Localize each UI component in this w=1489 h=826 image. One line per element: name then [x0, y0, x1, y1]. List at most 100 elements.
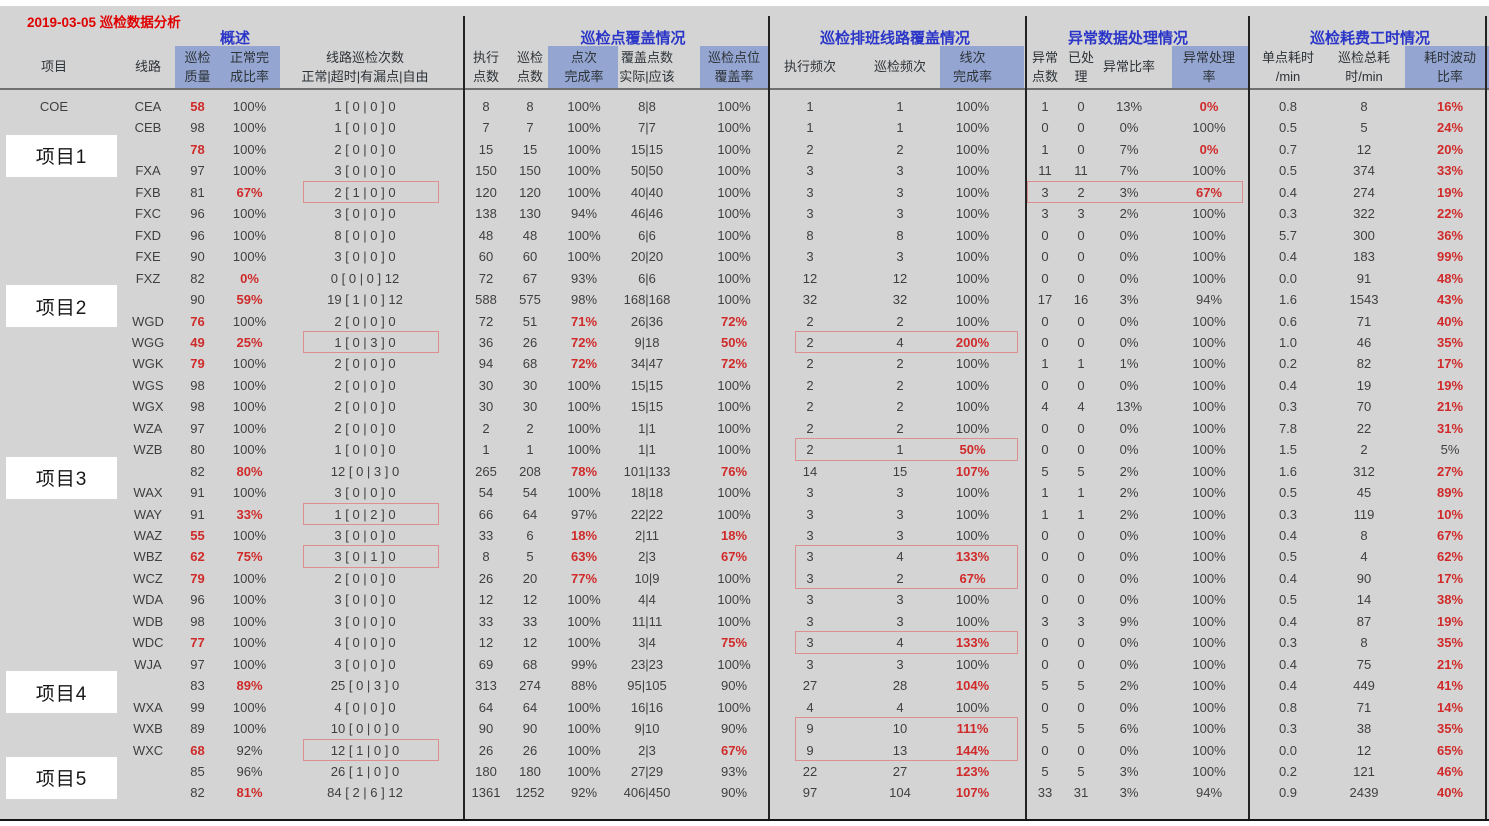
table-row: WDC 77 100% 4 [ 0 | 0 ] 0 12 12 100% 3|4 75% 3 4 13…	[0, 632, 1489, 653]
cell-normal-rate: 100%	[232, 570, 267, 586]
cell-line-rate: 100%	[955, 420, 990, 436]
cell-insp-freq: 3	[896, 485, 904, 501]
cell-total-time: 12	[1356, 141, 1372, 157]
cell-processed: 31	[1073, 785, 1089, 801]
cell-point-rate: 100%	[567, 163, 601, 179]
cell-line: WZA	[133, 420, 163, 436]
cell-line-rate: 100%	[955, 613, 990, 629]
cell-line: WDA	[132, 592, 164, 608]
cell-coverage-rate: 90%	[720, 721, 748, 737]
table-row: CEB 98 100% 1 [ 0 | 0 ] 0 7 7 100% 7|7 100% 1 1 100…	[0, 117, 1489, 138]
cell-line-rate: 100%	[955, 377, 990, 393]
cell-quality: 97	[190, 163, 205, 179]
cell-abnormal-ratio: 2%	[1119, 463, 1139, 479]
cell-abnormal-points: 0	[1041, 227, 1049, 243]
cell-quality: 97	[190, 656, 205, 672]
cell-exec-freq: 4	[806, 699, 814, 715]
cell-route-counts: 84 [ 2 | 6 ] 12	[327, 785, 403, 801]
cell-coverage-rate: 67%	[720, 742, 748, 758]
cell-route-counts: 3 [ 0 | 0 ] 0	[334, 592, 396, 608]
highlight-box-route-counts	[303, 330, 439, 354]
cell-fluctuation: 10%	[1436, 506, 1464, 522]
cell-fluctuation: 22%	[1436, 206, 1464, 222]
cell-abnormal-rate: 100%	[1192, 463, 1226, 479]
cell-normal-rate: 81%	[236, 785, 263, 801]
cell-point-rate: 100%	[567, 227, 601, 243]
cell-insp-points: 120	[519, 184, 541, 200]
cell-point-rate: 100%	[567, 442, 601, 458]
cell-line-rate: 107%	[955, 463, 990, 479]
cell-normal-rate: 100%	[232, 227, 267, 243]
cell-point-rate: 100%	[567, 420, 601, 436]
cell-normal-rate: 100%	[232, 163, 267, 179]
cell-exec-freq: 2	[806, 377, 814, 393]
cell-exec-freq: 22	[802, 763, 818, 779]
cell-normal-rate: 92%	[236, 742, 263, 758]
column-header-normal-rate: 正常完 成比率	[229, 50, 269, 84]
cell-fluctuation: 17%	[1436, 570, 1464, 586]
cell-quality: 83	[190, 678, 205, 694]
cell-abnormal-points: 0	[1041, 656, 1049, 672]
cell-line-rate: 100%	[955, 227, 990, 243]
cell-coverage-rate: 100%	[717, 120, 751, 136]
cell-exec-points: 8	[482, 99, 490, 114]
column-header-exec-points: 执行 点数	[472, 50, 499, 84]
cell-coverage: 2|3	[638, 742, 656, 758]
cell-insp-freq: 2	[896, 313, 904, 329]
cell-point-rate: 100%	[567, 635, 601, 651]
cell-coverage: 8|8	[638, 99, 656, 114]
cell-exec-freq: 3	[806, 528, 814, 543]
cell-abnormal-points: 11	[1038, 163, 1052, 179]
cell-line-rate: 100%	[955, 506, 990, 522]
cell-total-time: 22	[1356, 420, 1372, 436]
cell-quality: 62	[190, 549, 205, 565]
cell-coverage-rate: 100%	[717, 249, 751, 265]
cell-abnormal-ratio: 3%	[1119, 763, 1139, 779]
cell-abnormal-rate: 100%	[1192, 334, 1226, 350]
cell-quality: 82	[190, 270, 205, 286]
cell-normal-rate: 25%	[236, 334, 263, 350]
cell-coverage-rate: 100%	[717, 420, 751, 436]
cell-point-rate: 97%	[570, 506, 598, 522]
cell-abnormal-ratio: 0%	[1119, 742, 1139, 758]
cell-normal-rate: 75%	[236, 549, 263, 565]
cell-abnormal-rate: 100%	[1192, 592, 1226, 608]
cell-line: WJA	[134, 656, 162, 672]
table-row: WGD 76 100% 2 [ 0 | 0 ] 0 72 51 71% 26|36 72% 2 2 1…	[0, 311, 1489, 332]
group-divider-line	[768, 16, 770, 820]
column-header-exec-freq: 执行频次	[783, 59, 836, 75]
cell-exec-points: 66	[478, 506, 494, 522]
cell-insp-freq: 3	[896, 206, 904, 222]
cell-total-time: 12	[1356, 742, 1372, 758]
table-row: WBZ 62 75% 3 [ 0 | 1 ] 0 8 5 63% 2|3 67% 3 4 133% 0 0…	[0, 546, 1489, 567]
table-row: WAZ 55 100% 3 [ 0 | 0 ] 0 33 6 18% 2|11 18% 3 3 100…	[0, 525, 1489, 546]
table-row: FXC 96 100% 3 [ 0 | 0 ] 0 138 130 94% 46|46 100%…	[0, 203, 1489, 224]
cell-abnormal-ratio: 2%	[1119, 678, 1139, 694]
cell-abnormal-points: 0	[1041, 592, 1049, 608]
cell-total-time: 70	[1356, 399, 1372, 415]
cell-insp-freq: 32	[892, 292, 908, 308]
cell-processed: 5	[1077, 678, 1085, 694]
cell-abnormal-rate: 100%	[1192, 485, 1226, 501]
cell-line: CEB	[134, 120, 162, 136]
table-row: 82 81% 84 [ 2 | 6 ] 12 1361 1252 92% 406|450 90…	[0, 782, 1489, 803]
cell-abnormal-points: 0	[1041, 313, 1049, 329]
column-header-total-time: 巡检总耗 时/min	[1337, 50, 1390, 84]
header-highlight-cell	[1405, 46, 1489, 89]
cell-abnormal-ratio: 2%	[1119, 506, 1139, 522]
cell-exec-freq: 3	[806, 592, 814, 608]
cell-processed: 11	[1074, 163, 1088, 179]
cell-exec-points: 588	[475, 292, 497, 308]
cell-quality: 78	[190, 141, 205, 157]
cell-coverage-rate: 100%	[717, 99, 751, 114]
cell-route-counts: 3 [ 0 | 0 ] 0	[334, 613, 396, 629]
cell-exec-points: 60	[478, 249, 494, 265]
cell-insp-freq: 1	[896, 99, 904, 114]
cell-exec-freq: 32	[802, 292, 818, 308]
cell-abnormal-ratio: 13%	[1115, 99, 1143, 114]
cell-insp-freq: 8	[896, 227, 904, 243]
cell-exec-points: 180	[475, 763, 497, 779]
table-row: FXD 96 100% 8 [ 0 | 0 ] 0 48 48 100% 6|6 100% 8 8 1…	[0, 225, 1489, 246]
cell-coverage-rate: 75%	[720, 635, 748, 651]
cell-insp-freq: 3	[896, 613, 904, 629]
